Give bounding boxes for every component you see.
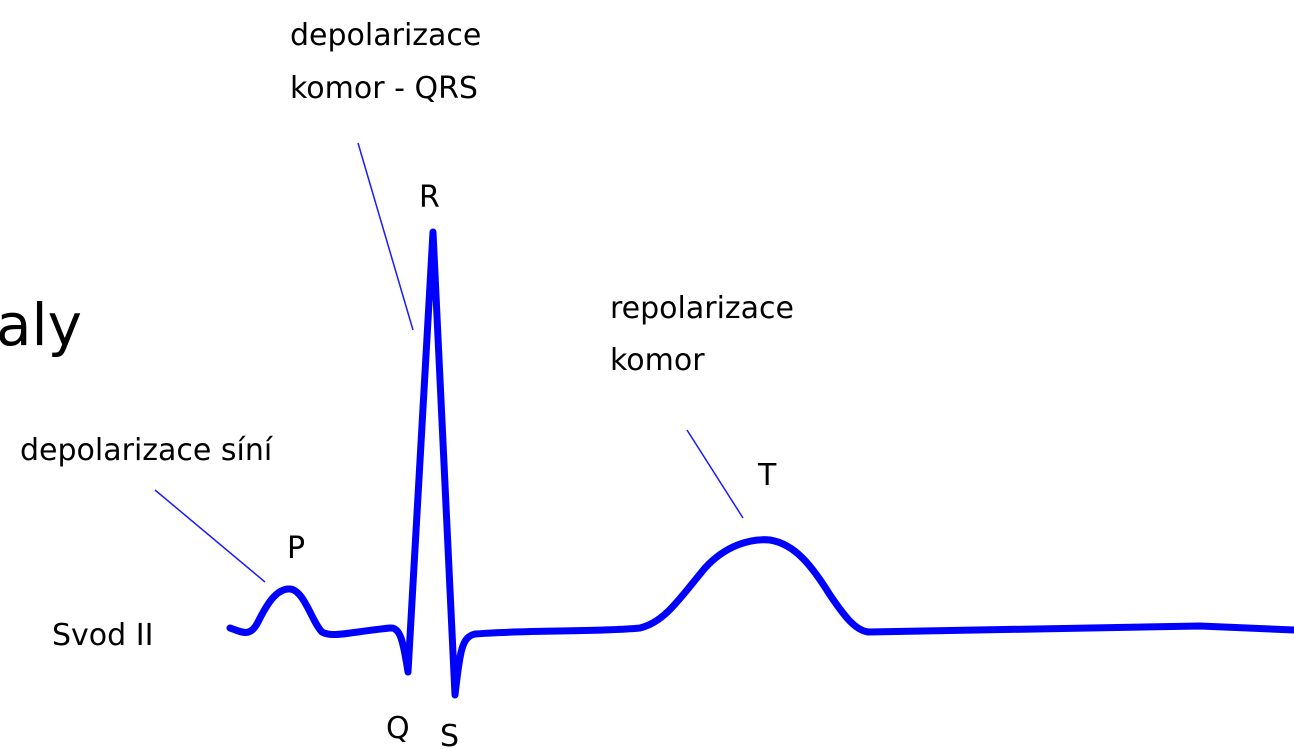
wave-label: R xyxy=(419,180,440,215)
wave-label: P xyxy=(287,531,305,566)
ecg-trace xyxy=(226,228,1294,699)
pointer-line xyxy=(357,142,414,331)
pointer-line xyxy=(154,489,266,583)
annotation: komor xyxy=(610,343,705,378)
wave-label: T xyxy=(757,458,777,493)
pointer-line xyxy=(686,429,744,519)
annotation: repolarizace xyxy=(610,291,794,326)
pointers xyxy=(154,142,744,583)
title-fragment: aly xyxy=(0,291,82,359)
wave-label: S xyxy=(440,719,459,749)
annotation: komor - QRS xyxy=(290,71,478,106)
wave-label: Q xyxy=(386,711,410,746)
lead-label: Svod II xyxy=(52,618,153,653)
annotation: depolarizace xyxy=(290,18,481,53)
annotation: depolarizace síní xyxy=(20,433,274,468)
